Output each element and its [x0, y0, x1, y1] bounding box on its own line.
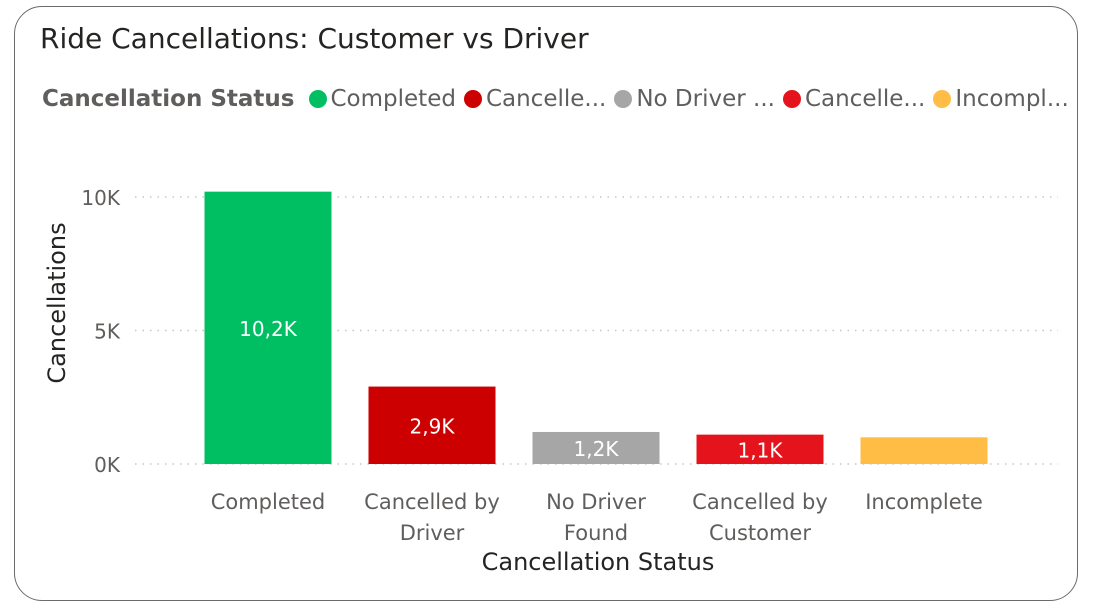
x-tick-label: Found: [564, 521, 628, 545]
bars: [204, 191, 988, 464]
x-tick-label: Cancelled by: [364, 490, 500, 514]
x-tick-label: Incomplete: [865, 490, 983, 514]
legend: Cancellation Status Completed Cancelle..…: [42, 84, 1077, 114]
chart-card: [14, 6, 1078, 601]
x-tick-label: Customer: [709, 521, 811, 545]
bar[interactable]: [204, 191, 332, 464]
legend-item-completed[interactable]: Completed: [308, 86, 456, 112]
x-tick-label: Cancelled by: [692, 490, 828, 514]
x-tick-label: Driver: [400, 521, 465, 545]
legend-dot: [308, 90, 327, 108]
bar[interactable]: [532, 431, 660, 464]
bar[interactable]: [860, 437, 988, 464]
y-tick-label: 5K: [94, 320, 121, 344]
data-label: 10,2K: [239, 317, 298, 341]
bar[interactable]: [368, 386, 496, 464]
y-tick-label: 0K: [94, 453, 121, 477]
data-label: 1,1K: [738, 438, 784, 462]
bar[interactable]: [696, 434, 824, 464]
legend-item-cancelled-by-customer[interactable]: Cancelle...: [782, 86, 925, 112]
chart-title: Ride Cancellations: Customer vs Driver: [40, 22, 589, 55]
legend-dot: [782, 90, 801, 108]
legend-dot: [933, 90, 952, 108]
x-tick-label: Completed: [211, 490, 326, 514]
x-axis-label: Cancellation Status: [482, 548, 715, 576]
y-tick-label: 10K: [81, 186, 120, 210]
legend-item-incomplete[interactable]: Incompl...: [933, 86, 1069, 112]
legend-dot: [463, 90, 482, 108]
legend-title: Cancellation Status: [42, 86, 295, 112]
data-label: 1,2K: [574, 437, 620, 461]
data-labels: 10,2K 2,9K 1,2K 1,1K: [239, 317, 783, 462]
data-label: 2,9K: [410, 414, 456, 438]
legend-item-cancelled-by-driver[interactable]: Cancelle...: [463, 86, 606, 112]
legend-dot: [614, 90, 633, 108]
x-tick-label: No Driver: [546, 490, 646, 514]
legend-item-no-driver-found[interactable]: No Driver ...: [614, 86, 775, 112]
y-axis-ticks: 0K 5K 10K: [81, 186, 120, 477]
x-axis-ticks: Completed Cancelled by Driver No Driver Foun…: [211, 490, 983, 545]
y-axis-label: Cancellations: [43, 222, 71, 383]
